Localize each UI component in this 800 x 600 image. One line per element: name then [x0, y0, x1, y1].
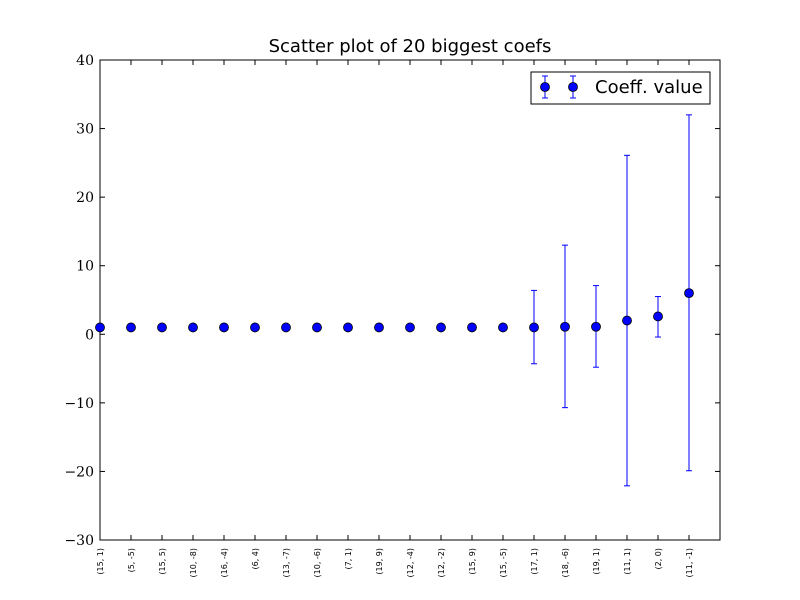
data-point — [622, 315, 632, 326]
data-point — [498, 322, 508, 333]
y-tick-label: −20 — [64, 464, 94, 480]
x-tick-label: (12, -2) — [437, 548, 446, 577]
x-axis-ticks: (15, 1) (5, -5) (15, 5) (10, -8) (16, -4) (6,… — [96, 60, 694, 577]
y-tick-label: 20 — [76, 190, 94, 206]
x-tick-label: (18, -6) — [561, 548, 570, 577]
data-point — [529, 322, 539, 333]
legend-label: Coeff. value — [595, 77, 703, 98]
data-point — [219, 322, 229, 333]
legend-point — [540, 82, 550, 92]
data-point — [653, 311, 663, 322]
data-marks — [95, 114, 694, 487]
x-tick-label: (7, 1) — [344, 548, 353, 570]
x-tick-label: (19, 9) — [375, 548, 384, 575]
x-tick-label: (12, -4) — [406, 548, 415, 577]
x-tick-label: (15, 1) — [96, 548, 105, 575]
x-tick-label: (10, -6) — [313, 548, 322, 577]
data-point — [126, 322, 136, 333]
data-point — [95, 322, 105, 333]
y-axis-ticks: −30 −20 −10 0 10 20 30 40 — [64, 53, 720, 549]
legend: Coeff. value — [530, 71, 711, 105]
x-tick-label: (17, 1) — [530, 548, 539, 575]
x-tick-label: (15, 5) — [158, 548, 167, 575]
y-tick-label: 0 — [85, 327, 94, 343]
x-tick-label: (13, -7) — [282, 548, 291, 577]
x-tick-label: (6, 4) — [251, 548, 260, 570]
x-tick-label: (11, -1) — [685, 548, 694, 577]
legend-point — [568, 82, 578, 92]
x-tick-label: (16, -4) — [220, 548, 229, 577]
data-point — [250, 322, 260, 333]
data-point — [591, 321, 601, 332]
data-point — [343, 322, 353, 333]
data-point — [436, 322, 446, 333]
y-tick-label: 10 — [76, 259, 94, 275]
x-tick-label: (15, -5) — [499, 548, 508, 577]
x-tick-label: (15, 9) — [468, 548, 477, 575]
y-tick-label: 40 — [76, 53, 94, 69]
data-point — [188, 322, 198, 333]
data-point — [374, 322, 384, 333]
legend-box — [530, 71, 711, 105]
y-tick-label: −10 — [64, 396, 94, 412]
data-point — [157, 322, 167, 333]
data-point — [684, 288, 694, 299]
x-tick-label: (5, -5) — [127, 548, 136, 572]
data-point — [405, 322, 415, 333]
y-tick-label: 30 — [76, 122, 94, 138]
x-tick-label: (2, 0) — [654, 548, 663, 570]
data-point — [467, 322, 477, 333]
x-tick-label: (19, 1) — [592, 548, 601, 575]
y-tick-label: −30 — [64, 533, 94, 549]
x-tick-label: (10, -8) — [189, 548, 198, 577]
data-point — [560, 321, 570, 332]
x-tick-label: (11, 1) — [623, 548, 632, 575]
legend-marker — [540, 75, 578, 99]
data-point — [281, 322, 291, 333]
data-point — [312, 322, 322, 333]
chart-title: Scatter plot of 20 biggest coefs — [269, 36, 552, 57]
